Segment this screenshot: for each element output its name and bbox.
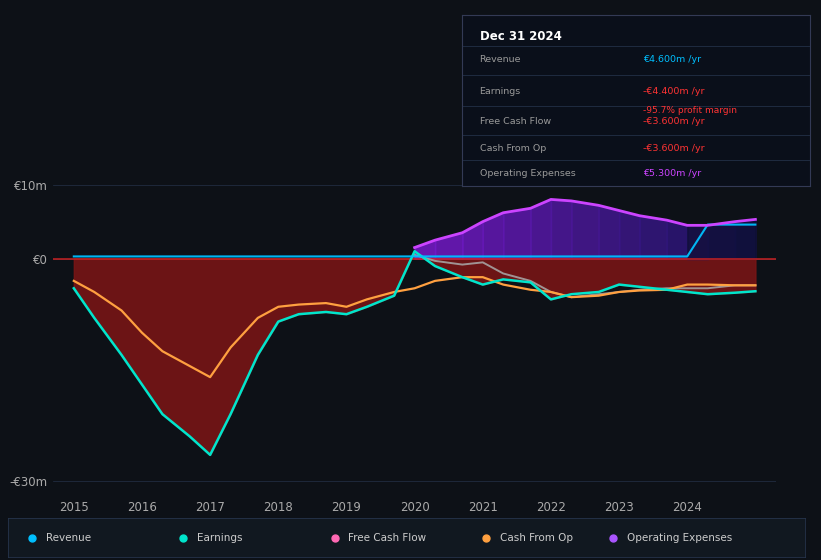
Text: Operating Expenses: Operating Expenses: [627, 533, 732, 543]
Text: Earnings: Earnings: [197, 533, 242, 543]
Text: Cash From Op: Cash From Op: [479, 144, 546, 153]
Text: Revenue: Revenue: [46, 533, 91, 543]
Text: Dec 31 2024: Dec 31 2024: [479, 30, 562, 44]
Text: -€3.600m /yr: -€3.600m /yr: [643, 144, 704, 153]
Text: Free Cash Flow: Free Cash Flow: [348, 533, 426, 543]
Text: -€4.400m /yr: -€4.400m /yr: [643, 87, 704, 96]
Text: Operating Expenses: Operating Expenses: [479, 170, 576, 179]
Text: -95.7% profit margin: -95.7% profit margin: [643, 106, 736, 115]
Text: €4.600m /yr: €4.600m /yr: [643, 55, 701, 64]
Text: Cash From Op: Cash From Op: [499, 533, 572, 543]
Text: Earnings: Earnings: [479, 87, 521, 96]
Text: Revenue: Revenue: [479, 55, 521, 64]
Text: €5.300m /yr: €5.300m /yr: [643, 170, 701, 179]
Text: -€3.600m /yr: -€3.600m /yr: [643, 116, 704, 125]
Text: Free Cash Flow: Free Cash Flow: [479, 116, 551, 125]
